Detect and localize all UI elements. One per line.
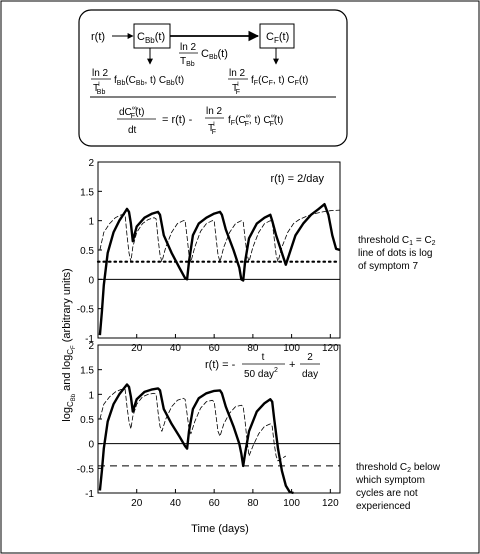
top-y-tick-label: 0.5 (80, 246, 94, 257)
y-axis-label: logCBb and logCF (arbitrary units) (61, 268, 77, 421)
top-x-tick-label: 80 (247, 343, 259, 354)
chart-bottom: -1 -0.5 0 0.5 1 1.5 2 20 40 60 80 100 120 r(t) = - t… (77, 341, 341, 509)
bottom-y-tick-label: 0.5 (80, 415, 94, 426)
bottom-y-tick-label: 1.5 (80, 366, 94, 377)
top-x-tick-label: 120 (322, 343, 339, 354)
top-x-tick-label: 20 (131, 343, 143, 354)
svg-text:= r(t) -: = r(t) - (162, 114, 193, 126)
bottom-series-cf (99, 389, 287, 462)
top-y-tick-label: 1.5 (80, 187, 94, 198)
chart-top-series (96, 203, 342, 336)
input-label: r(t) (91, 31, 105, 43)
svg-text:TIF: TI F (208, 122, 216, 136)
f-compartment-box (259, 23, 295, 49)
x-axis-label: Time (days) (191, 523, 249, 535)
svg-text:cycles are not: cycles are not (356, 488, 418, 499)
chart-bottom-ticks: -1 -0.5 0 0.5 1 1.5 2 20 40 60 80 100 120 (77, 341, 340, 509)
svg-text:2: 2 (307, 352, 313, 363)
svg-text:dt: dt (128, 125, 137, 136)
svg-text:TIF: TI F (232, 82, 240, 96)
f-box-label: CF(t) (266, 31, 289, 45)
svg-text:t: t (262, 352, 265, 363)
svg-text:ln 2: ln 2 (180, 42, 197, 53)
bb-box-label: CBb(t) (137, 31, 165, 45)
bottom-y-tick-label: 2 (88, 341, 94, 352)
chart-top-ticks: -1 -0.5 0 0.5 1 1.5 2 20 40 60 80 100 120 (77, 158, 340, 354)
svg-text:experienced: experienced (356, 501, 410, 512)
svg-text:day: day (302, 369, 318, 380)
bottom-x-tick-label: 80 (247, 498, 259, 509)
svg-text:of symptom 7: of symptom 7 (358, 261, 418, 272)
bottom-x-tick-label: 40 (170, 498, 182, 509)
svg-text:threshold C1 = C2: threshold C1 = C2 (358, 235, 436, 247)
top-x-tick-label: 60 (209, 343, 221, 354)
compartment-diagram: r(t) CBb(t) ln 2 TBb CBb(t) CF(t) ln 2 T… (78, 9, 348, 147)
svg-text:50 day2: 50 day2 (244, 367, 278, 380)
svg-text:ln 2: ln 2 (92, 68, 109, 79)
svg-text:r(t) = -: r(t) = - (205, 359, 236, 371)
bottom-y-tick-label: 1 (88, 390, 94, 401)
steady-state-equation: dC∞ F(t) dt = r(t) - ln 2 TI F fF(C∞ F, t) … (117, 105, 283, 136)
threshold-c1c2-annotation: threshold C1 = C2 line of dots is log of… (358, 235, 436, 272)
f-loss-term: ln 2 TI F fF(CF, t) CF(t) (228, 68, 308, 96)
svg-text:fBb(CBb, t) CBb(t): fBb(CBb, t) CBb(t) (114, 75, 184, 87)
bottom-rate-annotation: r(t) = - t 50 day2 + 2 day (205, 352, 320, 380)
top-y-tick-label: 1 (88, 217, 94, 228)
diagram-frame (78, 9, 348, 147)
top-x-tick-label: 40 (170, 343, 182, 354)
chart-bottom-series (98, 383, 340, 495)
bottom-series-cbb (98, 383, 294, 495)
svg-text:CBb(t): CBb(t) (201, 48, 228, 61)
svg-text:fF(CF, t) CF(t): fF(CF, t) CF(t) (251, 75, 308, 87)
top-y-tick-label: -0.5 (77, 305, 95, 316)
bottom-x-tick-label: 60 (209, 498, 221, 509)
bottom-x-tick-label: 100 (283, 498, 300, 509)
svg-text:ln 2: ln 2 (206, 106, 223, 117)
top-y-tick-label: 2 (88, 158, 94, 169)
bottom-x-tick-label: 20 (131, 498, 143, 509)
bottom-y-tick-label: -0.5 (77, 464, 95, 475)
svg-text:ln 2: ln 2 (229, 68, 246, 79)
top-y-tick-label: -1 (85, 334, 94, 345)
bottom-y-tick-label: -1 (85, 489, 94, 500)
chart-top: -1 -0.5 0 0.5 1 1.5 2 20 40 60 80 100 120 r(t) = 2/d… (77, 158, 342, 354)
svg-text:fF(C∞F, t) C∞F(t): fF(C∞ F, t) C∞ F(t) (228, 113, 283, 128)
svg-text:TBb: TBb (180, 56, 195, 68)
top-y-tick-label: 0 (88, 275, 94, 286)
top-series-cbb (98, 203, 341, 336)
chart-top-frame (97, 161, 341, 339)
bottom-x-tick-label: 120 (322, 498, 339, 509)
top-x-tick-label: 100 (283, 343, 300, 354)
svg-text:dC∞F(t): dC∞ F(t) (119, 105, 145, 120)
top-rate-annotation: r(t) = 2/day (271, 173, 325, 185)
svg-text:line of dots is log: line of dots is log (358, 248, 433, 259)
svg-text:threshold C2 below: threshold C2 below (356, 462, 441, 474)
svg-text:+: + (289, 359, 295, 371)
bottom-y-tick-label: 0 (88, 440, 94, 451)
transfer-rate-label: ln 2 TBb CBb(t) (179, 42, 228, 68)
bb-loss-term: ln 2 TI Bb fBb(CBb, t) CBb(t) (91, 68, 184, 96)
threshold-c2-annotation: threshold C2 below which symptom cycles … (355, 462, 441, 512)
top-series-cf (99, 209, 341, 263)
svg-text:which symptom: which symptom (355, 475, 425, 486)
